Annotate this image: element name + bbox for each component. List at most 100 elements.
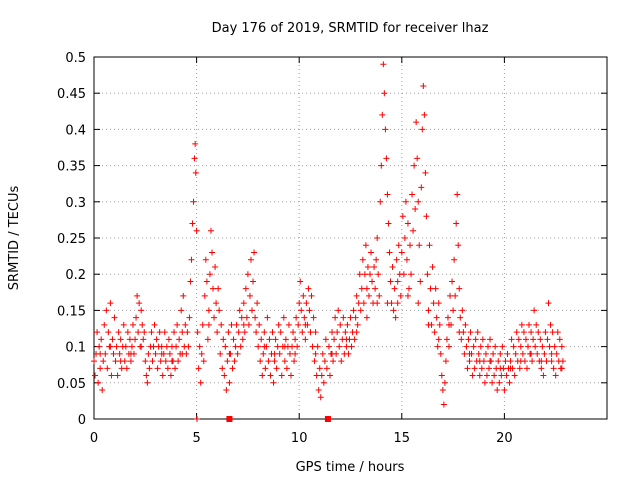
data-point (295, 321, 302, 328)
data-point (529, 358, 536, 365)
data-point (418, 184, 425, 191)
data-point (534, 350, 541, 357)
data-point (117, 336, 124, 343)
data-point (158, 350, 165, 357)
data-point (150, 343, 157, 350)
data-point (383, 155, 390, 162)
data-point (309, 343, 316, 350)
data-point (197, 379, 204, 386)
data-point (246, 292, 253, 299)
data-point (280, 314, 287, 321)
data-point (347, 314, 354, 321)
data-point (142, 358, 149, 365)
data-point (141, 329, 148, 336)
data-point (199, 321, 206, 328)
data-point (469, 372, 476, 379)
data-point (139, 321, 146, 328)
x-tick-label: 0 (90, 431, 98, 446)
data-point (289, 343, 296, 350)
data-point (394, 278, 401, 285)
data-point (382, 126, 389, 133)
data-point (152, 350, 159, 357)
data-point (517, 343, 524, 350)
data-point (348, 343, 355, 350)
data-point (201, 292, 208, 299)
data-point (316, 365, 323, 372)
data-point (252, 314, 259, 321)
data-point (275, 321, 282, 328)
data-point (554, 329, 561, 336)
data-point (285, 321, 292, 328)
data-point (450, 307, 457, 314)
data-point (231, 358, 238, 365)
data-point (194, 329, 201, 336)
data-point (389, 263, 396, 270)
data-point (179, 350, 186, 357)
data-point (401, 235, 408, 241)
data-point (364, 263, 371, 270)
data-point (220, 336, 227, 343)
data-point (107, 300, 114, 307)
data-point (140, 336, 147, 343)
data-point (96, 343, 103, 350)
data-point (266, 336, 273, 343)
data-point (356, 271, 363, 278)
data-point (185, 343, 192, 350)
data-point (472, 336, 479, 343)
data-point (558, 365, 565, 372)
data-point (273, 365, 280, 372)
data-point (98, 336, 105, 343)
data-point (447, 292, 454, 299)
data-point (526, 321, 533, 328)
data-point (112, 358, 119, 365)
data-point (302, 336, 309, 343)
data-point (543, 358, 550, 365)
data-point (109, 336, 116, 343)
data-point (334, 329, 341, 336)
data-point (95, 379, 102, 386)
data-point (419, 126, 426, 133)
data-point (194, 416, 201, 422)
data-point (115, 329, 122, 336)
data-point (520, 329, 527, 336)
data-point (229, 365, 236, 372)
data-point (405, 285, 412, 292)
data-point (144, 379, 151, 386)
data-point (211, 314, 218, 321)
data-point (312, 350, 319, 357)
data-point (163, 343, 170, 350)
data-point (515, 336, 522, 343)
data-point (350, 307, 357, 314)
data-point (511, 372, 518, 379)
data-point (287, 372, 294, 379)
data-point (523, 365, 530, 372)
data-point (456, 285, 463, 292)
data-point (369, 278, 376, 285)
x-tick-label: 20 (496, 431, 513, 446)
data-point (462, 321, 469, 328)
data-point (421, 111, 428, 118)
data-point (230, 336, 237, 343)
data-point (445, 343, 452, 350)
data-point (365, 292, 372, 299)
data-point (553, 350, 560, 357)
data-point (540, 372, 547, 379)
data-point (425, 307, 432, 314)
data-point (343, 343, 350, 350)
data-point (395, 242, 402, 249)
data-point (233, 321, 240, 328)
data-point (444, 314, 451, 321)
data-point (363, 285, 370, 292)
data-point (303, 300, 310, 307)
data-point (457, 314, 464, 321)
data-point (286, 350, 293, 357)
data-point (203, 278, 210, 285)
data-point (212, 263, 219, 270)
x-tick-label: 10 (291, 431, 308, 446)
data-point (404, 220, 411, 227)
data-point (466, 350, 473, 357)
data-point (504, 350, 511, 357)
data-point (92, 372, 99, 379)
data-point (138, 307, 145, 314)
axis-tick-labels: 0 0.05 0.1 0.15 0.2 0.25 0.3 0.35 0.4 0.45 0.5 0 5 10… (57, 51, 513, 446)
